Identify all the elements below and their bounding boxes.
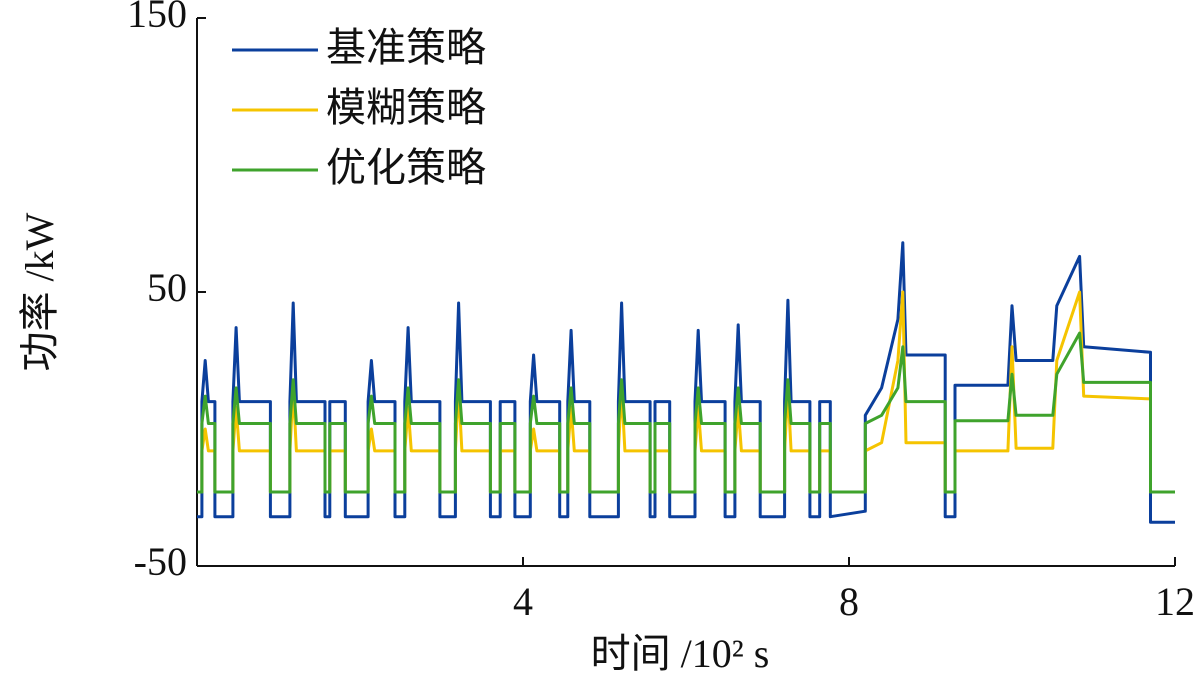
x-tick-label: 4: [513, 579, 533, 624]
x-axis-label: 时间 /10² s: [591, 631, 770, 676]
legend-label: 模糊策略: [326, 85, 486, 131]
y-tick-label: -50: [134, 539, 187, 584]
y-tick-label: 150: [127, 0, 187, 36]
legend-label: 优化策略: [326, 145, 486, 191]
data-line: [197, 331, 1175, 494]
data-line: [197, 241, 1175, 524]
data-line: [197, 290, 1175, 494]
x-tick-label: 12: [1155, 579, 1195, 624]
y-tick-label: 50: [147, 265, 187, 310]
x-tick-label: 8: [839, 579, 859, 624]
y-axis-label: 功率 /kW: [17, 212, 62, 371]
legend-label: 基准策略: [326, 25, 486, 71]
